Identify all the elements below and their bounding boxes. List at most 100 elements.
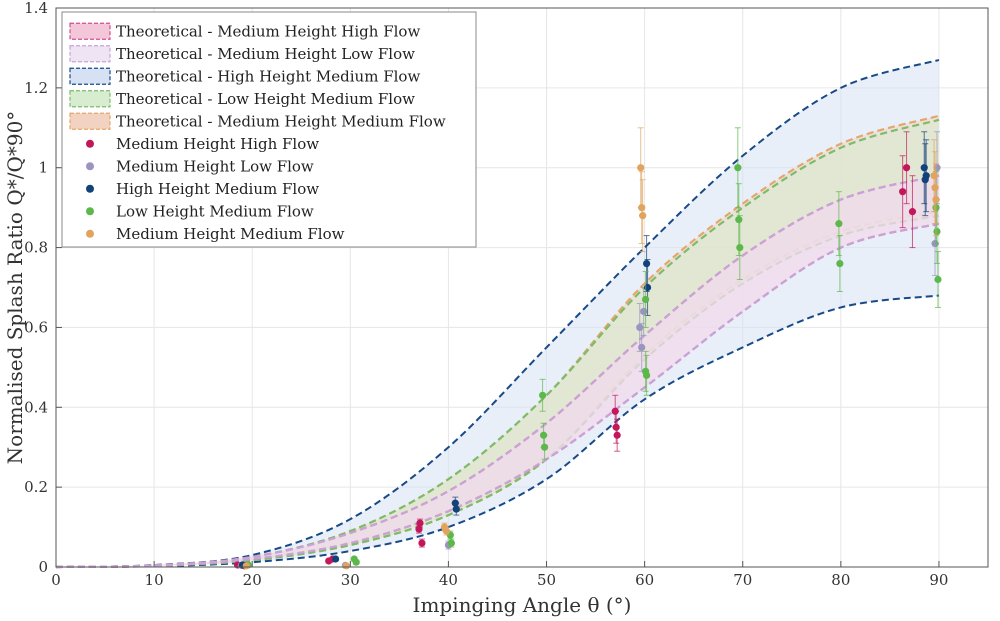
x-tick-label: 40	[439, 571, 458, 589]
legend-marker	[86, 207, 94, 216]
band-1	[55, 174, 940, 569]
x-tick-label: 50	[537, 571, 556, 589]
data-point	[642, 371, 651, 379]
data-point	[933, 228, 941, 236]
legend-swatch	[69, 90, 111, 108]
x-tick-label: 70	[733, 571, 752, 589]
legend-item: Theoretical - Medium Height Low Flow	[69, 45, 415, 63]
y-axis-title: Normalised Splash Ratio Q*/Q*90°	[3, 111, 27, 465]
legend-item: Theoretical - Medium Height High Flow	[69, 22, 420, 40]
x-axis-title: Impinging Angle θ (°)	[413, 593, 632, 617]
y-tick-label: 0.6	[24, 318, 48, 336]
x-tick-label: 0	[51, 571, 61, 589]
plot-frame	[55, 7, 989, 568]
y-tick-label: 0.4	[24, 398, 48, 416]
data-point	[902, 164, 911, 172]
y-tick-label: 1.2	[24, 79, 48, 97]
data-point	[540, 443, 549, 451]
legend-marker	[86, 139, 94, 148]
legend-label: Theoretical - Low Height Medium Flow	[116, 90, 415, 108]
y-tick-label: 1.4	[24, 0, 48, 17]
data-point	[908, 208, 917, 216]
legend-item: Theoretical - Medium Height Medium Flow	[69, 112, 446, 130]
data-point	[899, 188, 907, 196]
data-point	[416, 519, 424, 527]
theoretical-bands	[55, 58, 940, 569]
data-point	[922, 172, 930, 180]
data-point	[636, 323, 644, 332]
band-lower-line	[55, 294, 940, 568]
data-point	[447, 539, 455, 547]
data-point	[638, 343, 646, 351]
band-fill	[56, 119, 939, 568]
data-point	[639, 212, 647, 220]
legend-marker	[86, 184, 94, 193]
x-tick-label: 30	[341, 571, 360, 589]
legend-item: Medium Height Medium Flow	[86, 225, 345, 243]
data-point	[242, 562, 250, 570]
band-upper-line	[55, 174, 940, 569]
legend: Theoretical - Medium Height High Flow The…	[61, 11, 477, 248]
band-fill	[56, 175, 939, 567]
legend-label: Theoretical - Medium Height Low Flow	[116, 45, 415, 63]
legend-marker	[86, 162, 94, 171]
data-point	[930, 172, 938, 180]
data-point	[613, 431, 621, 439]
legend-box	[61, 11, 477, 248]
legend-item: Low Height Medium Flow	[86, 202, 314, 220]
legend-label: Theoretical - High Height Medium Flow	[116, 67, 420, 85]
data-point	[931, 184, 939, 192]
data-point	[539, 391, 547, 399]
legend-item: Theoretical - High Height Medium Flow	[69, 67, 420, 85]
y-tick-label: 0.8	[24, 239, 48, 257]
data-point	[736, 243, 744, 252]
y-tick-label: 0.2	[24, 478, 48, 496]
data-point	[452, 505, 460, 513]
legend-swatch	[69, 67, 111, 85]
legend-item: High Height Medium Flow	[86, 180, 319, 198]
data-point	[418, 539, 426, 547]
axis-ticks: 0 10 20 30 40 50 60 70 80 90 0 0.2 0.4 0.6 0.8 1 1.2 1.4	[24, 0, 948, 589]
series-4	[242, 127, 940, 570]
legend-swatch	[69, 22, 111, 40]
legend-label: High Height Medium Flow	[116, 180, 319, 198]
x-tick-label: 20	[243, 571, 262, 589]
data-point	[415, 525, 423, 533]
band-fill	[56, 59, 939, 568]
data-point	[640, 307, 648, 316]
data-point	[934, 275, 942, 284]
legend-item: Medium Height Low Flow	[86, 157, 314, 175]
data-point	[442, 527, 451, 535]
legend-label: Medium Height Low Flow	[116, 157, 314, 175]
legend-swatch	[69, 112, 111, 130]
data-point	[835, 220, 843, 228]
data-point	[643, 283, 652, 292]
series-2	[238, 131, 930, 569]
data-point	[642, 259, 651, 268]
data-point	[642, 295, 650, 304]
legend-label: Medium Height High Flow	[116, 135, 319, 153]
y-tick-label: 0	[38, 558, 48, 576]
data-points	[233, 127, 942, 570]
y-tick-label: 1	[38, 159, 48, 177]
band-lower-line	[55, 222, 940, 569]
data-point	[352, 558, 360, 566]
x-tick-label: 90	[929, 571, 948, 589]
legend-marker	[86, 229, 94, 238]
legend-label: Low Height Medium Flow	[116, 202, 314, 220]
data-point	[932, 196, 940, 204]
data-point	[342, 562, 350, 570]
legend-item: Theoretical - Low Height Medium Flow	[69, 90, 415, 108]
data-point	[332, 555, 340, 563]
x-tick-label: 80	[831, 571, 850, 589]
x-tick-label: 60	[635, 571, 654, 589]
legend-swatch	[69, 45, 111, 63]
data-point	[734, 164, 742, 172]
data-point	[612, 423, 620, 431]
data-point	[836, 259, 844, 268]
legend-label: Theoretical - Medium Height High Flow	[116, 22, 420, 40]
legend-item: Medium Height High Flow	[86, 135, 319, 153]
legend-label: Medium Height Medium Flow	[116, 225, 345, 243]
legend-label: Theoretical - Medium Height Medium Flow	[116, 112, 446, 130]
